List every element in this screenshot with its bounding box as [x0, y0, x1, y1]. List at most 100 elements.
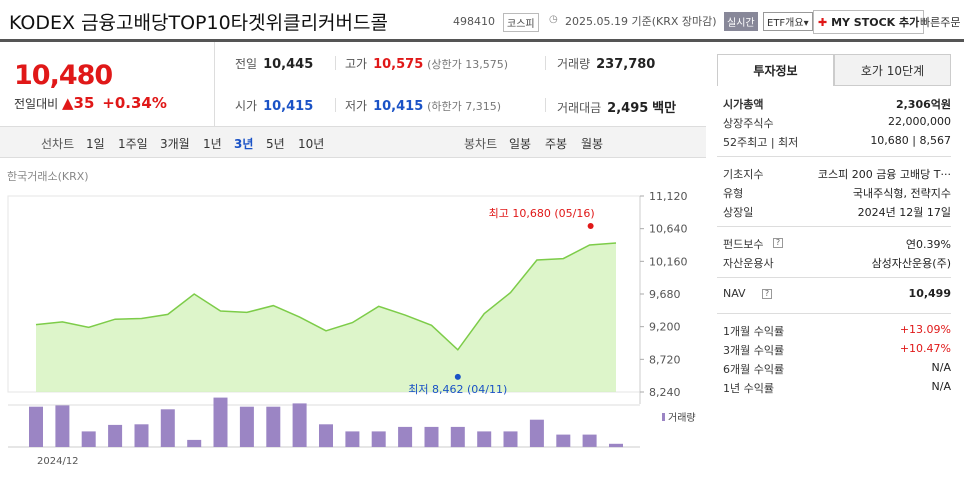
- volume-bar: [503, 431, 518, 447]
- info-row: 6개월 수익률 N/A: [723, 361, 951, 378]
- tab-investment-info[interactable]: 투자정보: [717, 54, 834, 86]
- volume-bar: [450, 426, 465, 448]
- info-key: NAV: [723, 287, 746, 300]
- candle-daily[interactable]: 일봉: [509, 137, 532, 151]
- info-key: 상장일: [723, 206, 754, 219]
- stat-value: 10,415: [263, 99, 314, 114]
- candle-chart-label: 봉차트: [464, 137, 498, 151]
- info-value: N/A: [931, 380, 951, 393]
- volume-bar: [29, 406, 43, 447]
- period-3m[interactable]: 3개월: [160, 137, 190, 151]
- y-tick-label: 9,200: [649, 321, 681, 334]
- divider: [717, 313, 951, 314]
- date-value: 2025.05.19: [565, 15, 628, 28]
- min-marker: [454, 373, 461, 380]
- volume-legend-swatch: [662, 413, 665, 421]
- etf-label: ETF개요: [767, 18, 804, 29]
- stat-label: 거래량: [557, 57, 591, 71]
- volume-bar: [582, 434, 597, 447]
- volume-bar: [319, 424, 333, 448]
- volume-bar: [424, 426, 439, 448]
- volume-bar: [108, 424, 123, 447]
- info-key: 52주최고 | 최저: [723, 136, 799, 149]
- stat-value: 10,415: [373, 99, 424, 114]
- info-value: 10,499: [908, 287, 951, 300]
- info-row: 1년 수익률 N/A: [723, 380, 951, 397]
- mystock-label: MY STOCK 추가: [831, 16, 920, 29]
- volume-legend: 거래량: [668, 412, 696, 424]
- info-key: 1개월 수익률: [723, 325, 785, 338]
- stat-label: 시가: [235, 99, 258, 113]
- info-rows: 시가총액 2,306억원 상장주식수 22,000,000 52주최고 | 최저 10,6…: [717, 86, 957, 481]
- volume-bar: [529, 419, 544, 447]
- line-chart-label: 선차트: [41, 137, 75, 151]
- stat-value: 2,495: [607, 101, 649, 116]
- info-key: 3개월 수익률: [723, 344, 785, 357]
- period-1w[interactable]: 1주일: [118, 137, 148, 151]
- price-change: 전일대비 ▲35 +0.34%: [14, 94, 167, 112]
- quick-order-link[interactable]: 빠른주문: [920, 16, 961, 29]
- info-key: 시가총액: [723, 98, 764, 111]
- etf-overview-dropdown[interactable]: ETF개요▾: [763, 12, 813, 31]
- chart-svg: 11,120 10,640 10,160 9,680 9,200 8,720 8,240 최고…: [7, 190, 696, 467]
- stat-high: 고가 10,575 (상한가 13,575): [345, 55, 508, 72]
- help-icon[interactable]: ?: [762, 289, 772, 299]
- period-1d[interactable]: 1일: [86, 137, 105, 151]
- quote-date: 2025.05.19 기준(KRX 장마감): [562, 13, 717, 29]
- upper-limit: (상한가 13,575): [427, 58, 509, 71]
- info-row: 1개월 수익률 +13.09%: [723, 323, 951, 340]
- info-row: 자산운용사 삼성자산운용(주): [723, 255, 951, 272]
- price-box: 10,480 전일대비 ▲35 +0.34%: [0, 42, 215, 127]
- stock-code: 498410: [453, 15, 495, 28]
- mystock-add-button[interactable]: ✚ MY STOCK 추가: [813, 10, 925, 34]
- info-value: 2,306억원: [895, 98, 951, 111]
- y-tick-label: 11,120: [649, 190, 688, 203]
- volume-bar: [609, 443, 623, 448]
- info-key: 자산운용사: [723, 257, 774, 270]
- y-tick-label: 10,160: [649, 255, 688, 268]
- period-3y[interactable]: 3년: [234, 137, 254, 151]
- info-row: 펀드보수? 연0.39%: [723, 236, 951, 253]
- stats-grid: 전일 10,445 고가 10,575 (상한가 13,575) 거래량 237,78…: [215, 42, 706, 127]
- stat-label: 고가: [345, 57, 368, 71]
- volume-bar: [187, 439, 202, 448]
- y-tick-label: 9,680: [649, 288, 681, 301]
- change-pct: +0.34%: [102, 94, 167, 112]
- info-row: 52주최고 | 최저 10,680 | 8,567: [723, 134, 951, 151]
- info-panel: 투자정보 호가 10단계 시가총액 2,306억원 상장주식수 22,000,000 5…: [717, 54, 957, 481]
- realtime-button[interactable]: 실시간: [724, 12, 758, 31]
- chart-source: 한국거래소(KRX): [7, 170, 89, 183]
- x-axis-label: 2024/12: [37, 456, 79, 467]
- info-key: 1년 수익률: [723, 382, 774, 395]
- stat-prev: 전일 10,445: [235, 55, 313, 72]
- tab-orderbook[interactable]: 호가 10단계: [834, 54, 951, 86]
- info-value: N/A: [931, 361, 951, 374]
- period-bar: 선차트 1일 1주일 3개월 1년 3년 5년 10년 봉차트 일봉 주봉 월봉: [0, 127, 706, 158]
- stat-label: 전일: [235, 57, 258, 71]
- change-label: 전일대비: [14, 97, 59, 111]
- period-1y[interactable]: 1년: [203, 137, 222, 151]
- plus-icon: ✚: [818, 16, 828, 29]
- period-5y[interactable]: 5년: [266, 137, 285, 151]
- candle-weekly[interactable]: 주봉: [545, 137, 568, 151]
- help-icon[interactable]: ?: [773, 238, 783, 248]
- stat-amount: 거래대금 2,495 백만: [557, 97, 676, 116]
- info-row: 유형 국내주식형, 전략지수: [723, 185, 951, 202]
- volume-bar: [134, 424, 149, 448]
- info-value: 2024년 12월 17일: [857, 206, 951, 219]
- stat-open: 시가 10,415: [235, 97, 313, 114]
- candle-monthly[interactable]: 월봉: [581, 137, 604, 151]
- info-key: 기초지수: [723, 168, 764, 181]
- info-value: +13.09%: [899, 323, 951, 336]
- date-basis: 기준(KRX 장마감): [631, 15, 717, 28]
- divider: [717, 226, 951, 227]
- info-key: 유형: [723, 187, 744, 200]
- current-price: 10,480: [14, 60, 113, 91]
- volume-bar: [213, 397, 228, 447]
- period-10y[interactable]: 10년: [298, 137, 325, 151]
- market-badge: 코스피: [503, 13, 539, 32]
- stat-value: 237,780: [596, 57, 656, 72]
- info-value: 삼성자산운용(주): [871, 257, 951, 270]
- volume-bar: [345, 431, 360, 447]
- volume-bar: [292, 403, 307, 447]
